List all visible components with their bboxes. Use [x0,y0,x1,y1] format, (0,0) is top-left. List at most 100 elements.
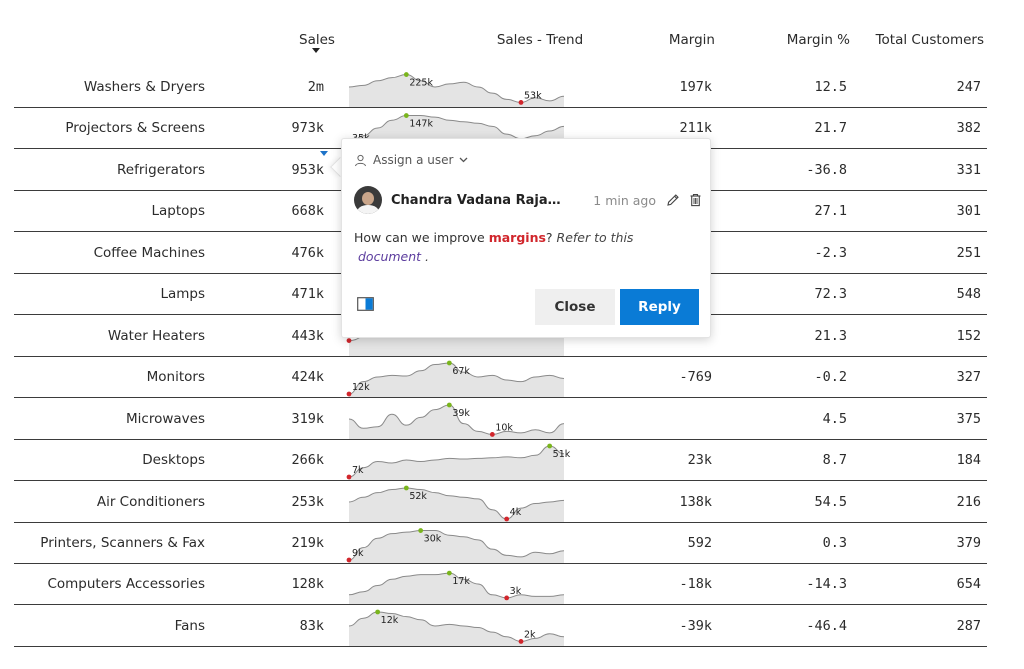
panel-toggle-icon[interactable] [357,297,374,311]
customers-cell: 251 [956,244,981,261]
customers-cell: 327 [956,369,981,386]
sparkline-min-label: 3k [510,586,522,597]
delete-icon[interactable] [686,191,704,209]
customers-cell: 184 [956,452,981,469]
comment-suffix: . [421,249,430,264]
sparkline: 51k 7k [346,443,571,481]
customers-cell: 379 [956,534,981,551]
table-row[interactable]: Fans 83k -39k -46.4 287 12k 2k [14,606,987,647]
customers-cell: 375 [956,410,981,427]
table-row[interactable]: Computers Accessories 128k -18k -14.3 654 17k… [14,564,987,606]
margin-pct-cell: -0.2 [814,369,847,386]
sales-cell: 128k [291,576,324,593]
sparkline-max-marker [547,443,553,449]
header-sales-trend[interactable]: Sales - Trend [496,32,584,48]
sales-cell: 319k [291,410,324,427]
close-button[interactable]: Close [535,289,615,325]
comment-keyword: margins [488,230,546,245]
header-margin[interactable]: Margin [668,32,715,48]
sparkline-min-marker [504,516,510,521]
customers-cell: 152 [956,327,981,344]
assign-user-dropdown[interactable]: Assign a user [354,153,468,167]
sparkline-max-label: 51k [553,449,571,460]
document-link[interactable]: document [357,249,422,264]
customers-cell: 382 [956,120,981,137]
sales-cell: 253k [291,493,324,510]
sales-cell: 476k [291,244,324,261]
sparkline-area [349,530,564,563]
sparkline: 225k 53k [348,72,565,107]
sparkline-max-marker [418,528,424,533]
category-cell: Monitors [146,369,205,386]
sales-cell: 973k [291,120,324,137]
margin-pct-cell: 12.5 [814,79,847,95]
sparkline-min-marker [346,474,352,480]
sparkline-min-marker [504,595,510,601]
sales-cell: 443k [291,327,324,344]
customers-cell: 654 [956,576,981,593]
sparkline-area [349,446,564,481]
reply-button[interactable]: Reply [620,289,699,325]
sparkline-area [349,74,564,107]
sparkline-max-label: 17k [452,576,470,587]
category-cell: Fans [174,617,205,634]
customers-cell: 548 [956,286,981,303]
sparkline-max-label: 39k [452,408,470,419]
margin-cell: 592 [687,534,712,551]
sparkline-min-label: 2k [524,629,536,640]
sparkline-line [348,529,565,561]
comment-body: How can we improve margins? Refer to thi… [354,228,654,266]
sparkline-min-marker [346,391,352,397]
margin-cell: -769 [679,369,712,386]
category-cell: Coffee Machines [93,244,205,261]
sparkline-max-label: 147k [409,119,433,130]
margin-cell: -39k [679,617,712,634]
sparkline-min-marker [518,100,524,105]
table-row[interactable]: Desktops 266k 23k 8.7 184 51k 7k [14,440,987,482]
sparkline: 52k 4k [348,485,565,522]
sparkline-max-marker [403,72,409,77]
table-row[interactable]: Printers, Scanners & Fax 219k 592 0.3 379 30k… [14,523,987,564]
customers-cell: 216 [956,493,981,510]
comment-punct: ? [545,230,557,245]
margin-pct-cell: 72.3 [814,286,847,303]
category-cell: Desktops [142,452,205,469]
sparkline-min-label: 9k [352,548,364,559]
table-row[interactable]: Microwaves 319k 4.5 375 39k 10k [14,399,987,440]
sparkline-max-marker [446,571,452,576]
category-cell: Laptops [151,203,205,220]
header-margin-pct[interactable]: Margin % [786,32,850,48]
user-icon [355,154,366,166]
comment-timestamp: 1 min ago [593,192,656,208]
category-cell: Printers, Scanners & Fax [40,534,205,551]
margin-pct-cell: -2.3 [814,244,847,261]
edit-icon[interactable] [664,191,682,209]
sparkline-min-label: 53k [524,90,542,101]
sparkline: 30k 9k [346,528,565,563]
sales-cell: 219k [291,534,324,551]
sparkline-min-label: 10k [495,422,513,433]
table-row[interactable]: Monitors 424k -769 -0.2 327 67k 12k [14,357,987,399]
margin-pct-cell: 4.5 [822,410,847,427]
sparkline: 39k 10k [348,402,565,439]
sparkline-min-marker [489,431,495,437]
sparkline-max-marker [446,360,452,366]
header-sales[interactable]: Sales [299,32,335,48]
sparkline-max-label: 30k [424,533,442,544]
header-total-customers[interactable]: Total Customers [875,32,984,48]
category-cell: Computers Accessories [47,576,205,593]
sparkline-line [348,445,565,478]
table-row[interactable]: Washers & Dryers 2m 197k 12.5 247 225k 53k [14,67,987,108]
sparkline-area [349,404,564,439]
sales-cell: 266k [291,452,324,469]
sales-cell: 83k [299,617,324,634]
sparkline: 12k 2k [348,609,565,646]
sort-descending-icon[interactable] [312,48,320,53]
sales-cell: 953k [291,161,324,178]
table-row[interactable]: Air Conditioners 253k 138k 54.5 216 52k 4k [14,482,987,523]
sales-cell: 668k [291,203,324,220]
sparkline-min-label: 7k [352,465,364,476]
comment-flag-icon[interactable] [320,151,328,156]
margin-cell: -18k [679,576,712,593]
category-cell: Washers & Dryers [83,79,205,95]
